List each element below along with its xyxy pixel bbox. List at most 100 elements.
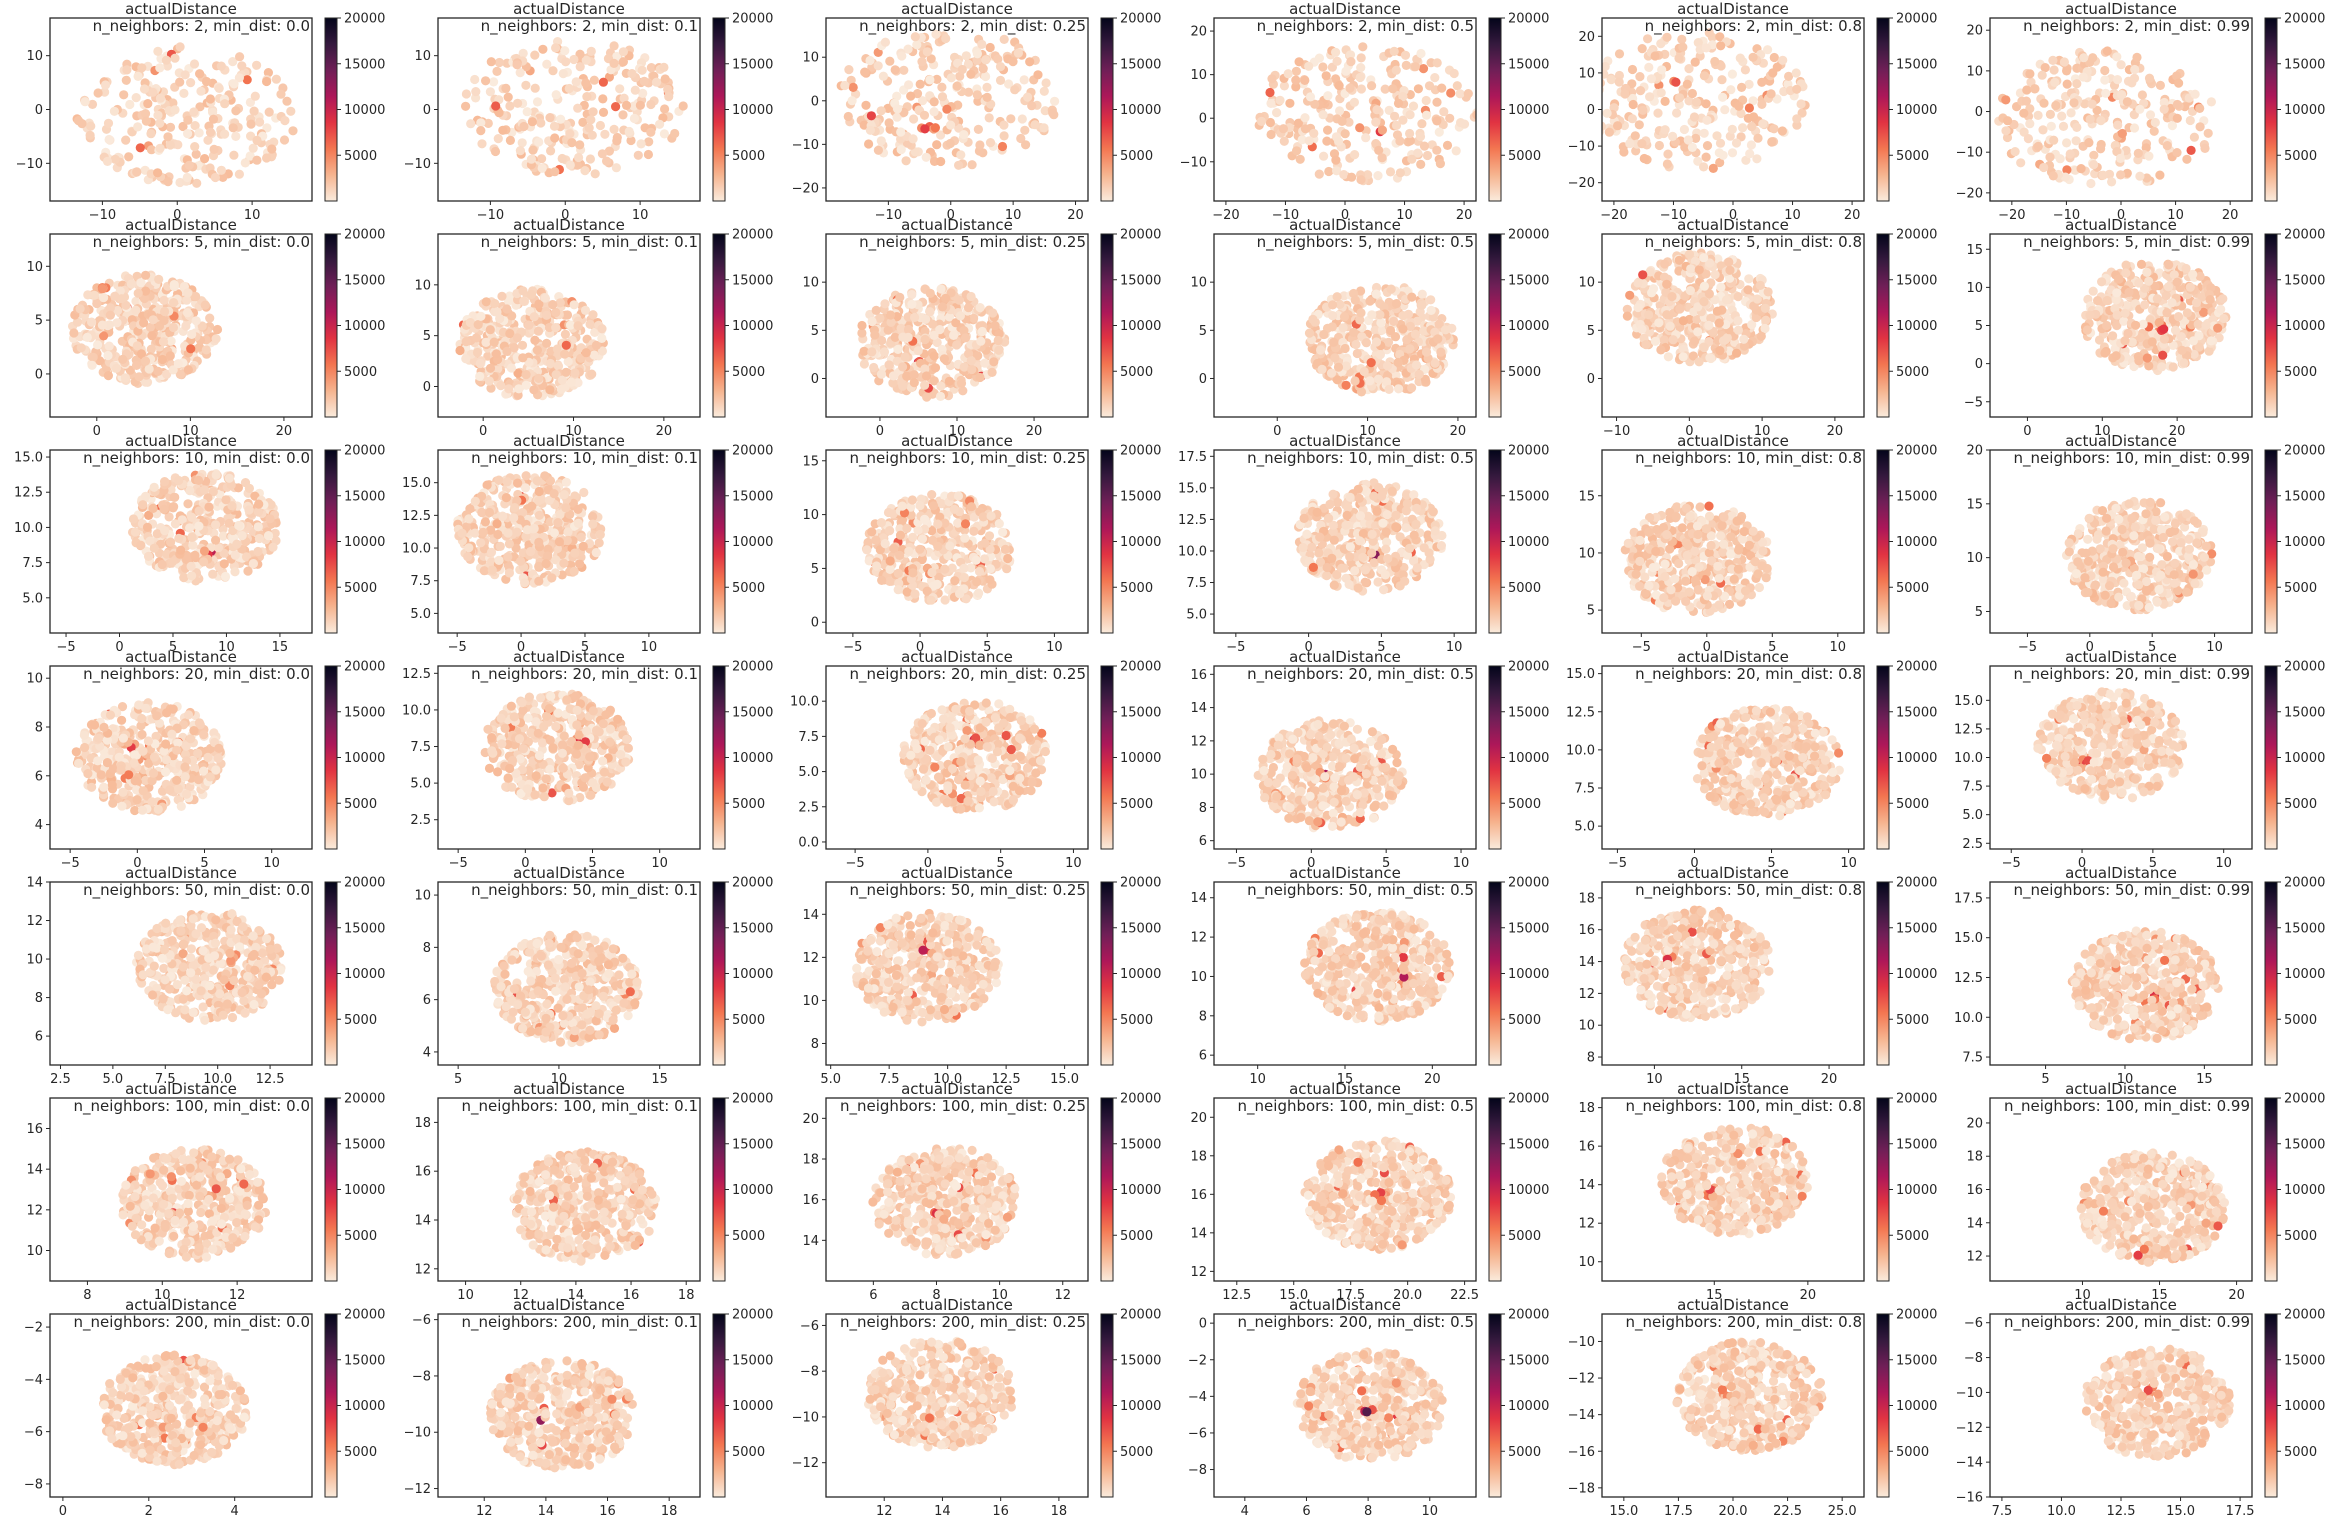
data-point [1398,115,1408,125]
data-point [936,130,946,140]
data-point [1389,316,1399,326]
data-point [954,160,964,170]
data-point [2206,283,2216,293]
scatter-points [461,37,688,179]
data-point [2203,128,2213,138]
data-point [885,56,895,66]
panel-subtitle: n_neighbors: 5, min_dist: 0.8 [1645,233,1862,252]
colorbar-tick-label: 5000 [732,365,765,380]
data-point [1386,325,1396,336]
data-point [1796,99,1806,109]
data-point [186,344,196,354]
data-point [187,532,197,543]
data-point [1752,294,1762,304]
data-point [2045,109,2055,119]
y-tick-label: 5 [423,329,431,344]
data-point [183,365,193,375]
data-point [133,122,143,132]
data-point [169,298,179,308]
x-tick-label: 10 [2094,424,2111,439]
data-point [590,169,600,179]
data-point [896,145,906,155]
data-point [660,74,670,84]
colorbar-tick-label: 10000 [1896,103,1937,118]
data-point [1718,92,1728,102]
data-point [1692,314,1702,324]
data-point [279,135,290,145]
data-point [1322,136,1332,146]
data-point [104,134,114,145]
data-point [588,310,598,320]
data-point [870,330,880,340]
data-point [988,308,998,318]
data-point [526,289,537,299]
colorbar-tick-label: 5000 [1508,365,1541,380]
data-point [174,533,184,544]
data-point [932,74,942,84]
data-point [264,107,274,117]
data-point [253,546,263,557]
data-point [1760,323,1770,334]
data-point [82,332,92,342]
data-point [513,368,523,378]
data-point [1267,74,1277,84]
data-point [1435,159,1445,169]
data-point [964,87,974,97]
x-tick-label: 0 [173,208,181,223]
data-point [208,107,218,117]
data-point [2066,108,2076,118]
data-point [2001,126,2011,136]
data-point [646,63,657,73]
data-point [1304,136,1314,146]
data-point [2101,88,2111,98]
data-point [557,153,567,164]
data-point [2094,335,2105,345]
data-point [571,77,581,87]
data-point [1715,346,1725,356]
data-point [1716,41,1726,51]
data-point [534,299,544,309]
colorbar-tick-label: 10000 [2284,319,2325,334]
data-point [2213,323,2223,333]
data-point [1308,314,1318,324]
data-point [2121,260,2131,270]
x-tick-label: −10 [89,208,116,223]
data-point [503,92,513,102]
y-tick-label: 0 [1587,103,1595,118]
data-point [1747,320,1757,330]
data-point [1356,286,1366,296]
panel-subtitle: n_neighbors: 2, min_dist: 0.8 [1645,17,1862,36]
data-point [995,75,1006,85]
colorbar-tick-label: 15000 [2284,57,2325,72]
data-point [1434,127,1444,137]
data-point [1708,163,1718,173]
x-tick-label: 0 [561,208,569,223]
axes-frame [1213,233,1477,418]
data-point [2030,84,2040,94]
data-point [282,96,292,106]
data-point [993,54,1003,64]
data-point [895,292,905,302]
data-point [72,317,83,327]
data-point [170,53,180,63]
data-point [1704,28,1714,38]
data-point [1338,323,1348,333]
data-point [2111,351,2121,361]
data-point [169,492,179,502]
data-point [1777,126,1787,136]
data-point [534,137,544,147]
data-point [2186,145,2196,155]
data-point [157,559,167,570]
data-point [187,329,197,339]
data-point [1027,101,1037,111]
data-point [1300,113,1310,123]
colorbar-tick-label: 20000 [2284,12,2325,27]
y-tick-label: 10 [414,49,431,64]
data-point [1691,97,1701,107]
data-point [176,545,186,555]
data-point [1778,55,1788,65]
data-point [1678,42,1688,52]
data-point [557,375,568,385]
data-point [1727,124,1737,134]
data-point [1637,44,1647,54]
